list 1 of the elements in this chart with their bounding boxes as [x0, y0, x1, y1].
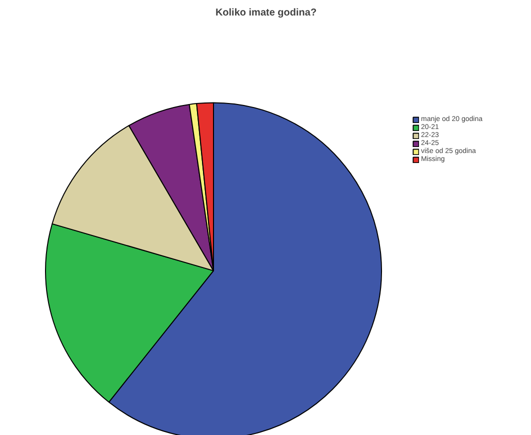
chart-title: Koliko imate godina?	[215, 8, 317, 18]
